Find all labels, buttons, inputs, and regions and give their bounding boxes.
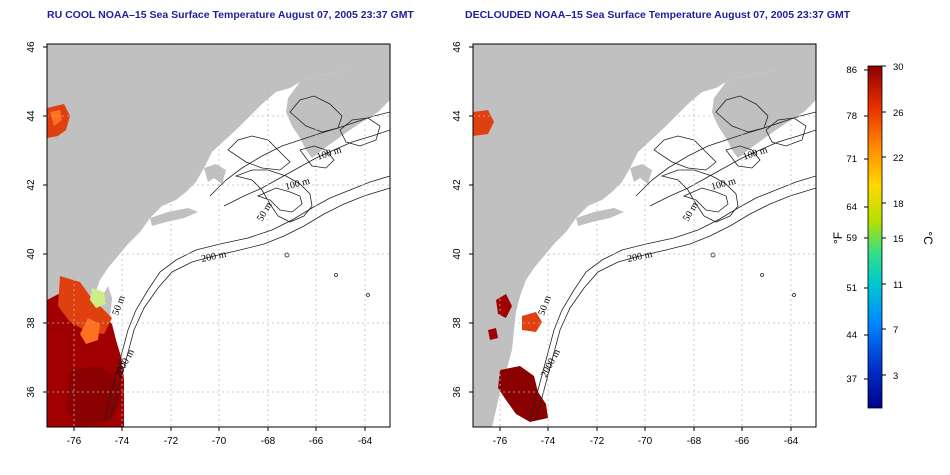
x-tick-label: -66 xyxy=(735,436,750,447)
colorbar-scale xyxy=(867,65,883,409)
sst-patch-carolina xyxy=(66,366,122,427)
fahrenheit-tick: 51 xyxy=(846,283,857,294)
contour-label: 200 m xyxy=(200,249,227,265)
celsius-tick: 30 xyxy=(893,62,904,73)
bathymetry-contours xyxy=(529,95,816,421)
long-island xyxy=(576,208,624,226)
celsius-tick: 3 xyxy=(893,371,898,382)
celsius-tick: 18 xyxy=(893,199,904,210)
land-mass xyxy=(47,44,372,427)
y-tick-label: 46 xyxy=(452,41,463,53)
cape-cod xyxy=(204,164,226,184)
contour-label: 200 m xyxy=(626,249,653,265)
y-tick-label: 44 xyxy=(26,110,37,122)
x-tick-label: -74 xyxy=(541,436,556,447)
y-tick-label: 42 xyxy=(26,179,37,191)
x-tick-label: -64 xyxy=(784,436,799,447)
fahrenheit-tick: 86 xyxy=(846,65,857,76)
x-tick-label: -68 xyxy=(687,436,702,447)
celsius-tick: 7 xyxy=(893,325,898,336)
x-tick-label: -76 xyxy=(493,436,508,447)
fahrenheit-tick: 44 xyxy=(846,330,857,341)
land-mass xyxy=(473,44,798,427)
sst-patch-nj xyxy=(90,288,106,308)
sst-patch-chesapeake xyxy=(522,312,542,332)
sst-patch-small xyxy=(488,328,498,340)
temperature-colorbar: 86 78 71 64 59 51 44 37 30 26 22 18 15 1… xyxy=(831,62,935,409)
y-tick-label: 44 xyxy=(452,110,463,122)
fahrenheit-unit-label: °F xyxy=(831,232,845,244)
x-tick-label: -70 xyxy=(212,436,227,447)
celsius-tick: 22 xyxy=(893,153,904,164)
nova-scotia-landmass xyxy=(286,44,390,158)
x-tick-label: -74 xyxy=(115,436,130,447)
fahrenheit-tick: 71 xyxy=(846,154,857,165)
y-tick-label: 42 xyxy=(452,179,463,191)
long-island xyxy=(150,208,198,226)
sst-patch-maine xyxy=(473,110,494,136)
x-tick-label: -68 xyxy=(261,436,276,447)
nova-scotia-landmass xyxy=(712,44,816,158)
fahrenheit-tick: 64 xyxy=(846,202,857,213)
y-tick-label: 40 xyxy=(26,248,37,260)
axis-ticks xyxy=(469,46,792,431)
right-map-title: DECLOUDED NOAA–15 Sea Surface Temperatur… xyxy=(465,9,851,21)
left-map-title: RU COOL NOAA–15 Sea Surface Temperature … xyxy=(47,9,414,21)
graticule xyxy=(473,44,816,427)
celsius-unit-label: °C xyxy=(921,231,935,245)
celsius-tick: 26 xyxy=(893,108,904,119)
y-tick-label: 38 xyxy=(26,317,37,329)
x-tick-label: -72 xyxy=(590,436,605,447)
x-tick-label: -64 xyxy=(358,436,373,447)
axis-ticks xyxy=(43,46,366,431)
celsius-tick: 11 xyxy=(893,280,903,291)
y-tick-label: 38 xyxy=(452,317,463,329)
left-map-panel: 100 m 100 m 50 m 200 m 50 m 2000 m -76 -… xyxy=(26,41,391,447)
x-tick-label: -70 xyxy=(638,436,653,447)
graticule xyxy=(47,44,390,427)
fahrenheit-tick: 37 xyxy=(846,374,857,385)
sst-patch-maine-hot xyxy=(50,110,62,126)
right-map-panel: 100 m 100 m 50 m 200 m 50 m 2000 m -76 -… xyxy=(452,41,817,447)
y-tick-label: 46 xyxy=(26,41,37,53)
celsius-tick: 15 xyxy=(893,234,904,245)
fahrenheit-tick: 59 xyxy=(846,233,857,244)
sst-patch-coast xyxy=(80,318,100,344)
y-tick-label: 36 xyxy=(26,386,37,398)
y-tick-label: 36 xyxy=(452,386,463,398)
x-tick-label: -72 xyxy=(164,436,179,447)
x-tick-label: -76 xyxy=(67,436,82,447)
cape-cod xyxy=(630,164,652,184)
y-tick-label: 40 xyxy=(452,248,463,260)
fahrenheit-tick: 78 xyxy=(846,111,857,122)
sst-patch-carolina xyxy=(498,366,548,422)
x-tick-label: -66 xyxy=(309,436,324,447)
sst-patch-chesapeake xyxy=(58,276,112,334)
